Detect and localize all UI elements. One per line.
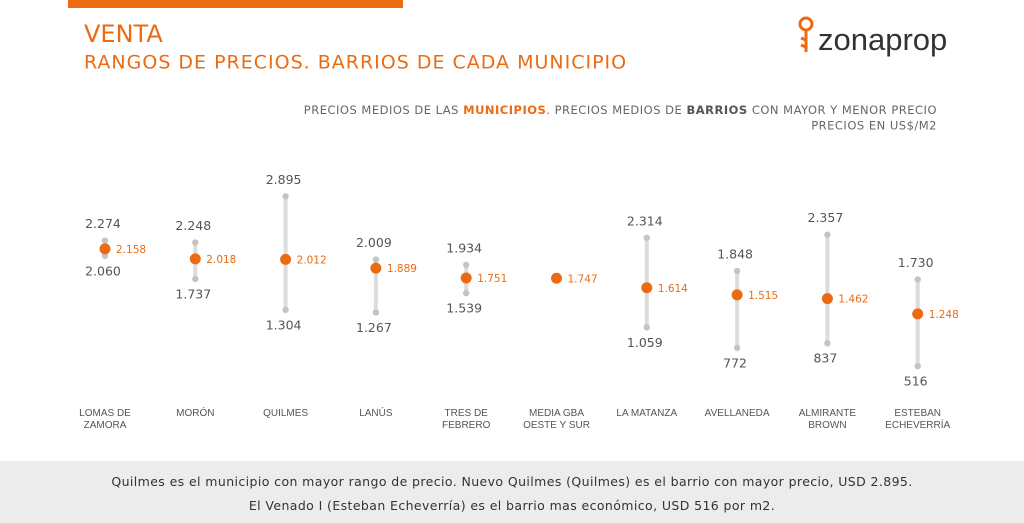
value-label: 2.895 — [266, 172, 302, 187]
mean-dot — [189, 253, 201, 265]
value-label: 1.304 — [266, 317, 302, 332]
subtitle: RANGOS DE PRECIOS. BARRIOS DE CADA MUNIC… — [84, 52, 627, 74]
max-dot — [733, 267, 741, 275]
category-label: LANÚS — [359, 408, 393, 419]
mean-dot — [641, 282, 653, 294]
mean-label: 1.614 — [658, 283, 688, 295]
note-part: CON MAYOR Y MENOR PRECIO — [748, 103, 937, 117]
logo-icon — [798, 16, 814, 52]
chart-note: PRECIOS MEDIOS DE LAS MUNICIPIOS. PRECIO… — [304, 103, 937, 117]
mean-dot — [731, 289, 743, 301]
mean-label: 1.751 — [477, 273, 507, 285]
note-part: MUNICIPIOS — [463, 103, 546, 117]
mean-label: 1.462 — [838, 294, 868, 306]
mean-dot — [99, 243, 111, 255]
value-label: 837 — [813, 351, 837, 366]
chart: VENTA RANGOS DE PRECIOS. BARRIOS DE CADA… — [68, 0, 959, 389]
max-dot — [192, 239, 199, 246]
mean-label: 1.515 — [748, 290, 778, 302]
mean-dot — [821, 293, 833, 305]
value-label: 2.248 — [175, 218, 211, 233]
mean-label: 1.248 — [929, 309, 959, 321]
category-label: LOMAS DE ZAMORA — [79, 408, 131, 431]
note-part: . PRECIOS MEDIOS DE — [546, 103, 686, 117]
value-label: 2.274 — [85, 216, 121, 231]
category-label: MORÓN — [176, 408, 215, 419]
max-dot — [914, 276, 921, 283]
max-dot — [101, 237, 109, 244]
mean-label: 2.158 — [116, 244, 146, 256]
max-dot — [824, 231, 831, 238]
footer-line: El Venado I (Esteban Echeverría) es el b… — [248, 498, 776, 513]
title: VENTA — [84, 20, 163, 48]
category-label: TRES DE FEBRERO — [442, 408, 491, 431]
max-dot — [372, 256, 380, 263]
max-dot — [282, 193, 289, 200]
min-dot — [192, 275, 199, 283]
footer: Quilmes es el municipio con mayor rango … — [0, 461, 1024, 523]
min-dot — [372, 309, 380, 316]
min-dot — [824, 340, 831, 347]
footer-line: Quilmes es el municipio con mayor rango … — [111, 474, 913, 489]
min-dot — [733, 344, 741, 352]
value-label: 2.314 — [627, 213, 663, 228]
value-label: 1.934 — [446, 240, 482, 255]
category-label: LA MATANZA — [616, 408, 678, 419]
min-dot — [282, 306, 289, 314]
value-label: 1.539 — [446, 301, 482, 316]
value-label: 1.267 — [356, 320, 392, 335]
value-label: 2.357 — [808, 210, 844, 225]
min-dot — [101, 252, 109, 260]
category-label: AVELLANEDA — [704, 408, 770, 419]
max-dot — [463, 261, 470, 269]
top-bar — [68, 0, 403, 8]
note-part: BARRIOS — [686, 103, 747, 117]
mean-label: 2.012 — [297, 254, 327, 266]
value-label: 2.060 — [85, 263, 121, 278]
mean-label: 1.747 — [568, 273, 598, 285]
units-note: PRECIOS EN US$/M2 — [811, 119, 937, 133]
mean-dot — [370, 262, 382, 274]
mean-dot — [280, 253, 292, 265]
value-label: 1.730 — [898, 255, 934, 270]
note-part: PRECIOS MEDIOS DE LAS — [304, 103, 463, 117]
min-dot — [643, 324, 650, 331]
category-label: QUILMES — [263, 408, 309, 419]
value-label: 1.737 — [175, 286, 211, 301]
min-dot — [463, 289, 470, 297]
category-label: ESTEBAN ECHEVERRÍA — [885, 408, 951, 431]
category-label: MEDIA GBA OESTE Y SUR — [523, 408, 590, 431]
mean-dot — [912, 308, 924, 320]
mean-label: 2.018 — [206, 254, 236, 266]
value-label: 2.009 — [356, 235, 392, 250]
mean-dot — [460, 272, 472, 284]
mean-label: 1.889 — [387, 263, 417, 275]
category-label: ALMIRANTE BROWN — [798, 408, 856, 431]
logo: zonaprop — [818, 22, 947, 57]
value-label: 516 — [904, 374, 928, 389]
min-dot — [914, 362, 921, 370]
mean-dot — [551, 272, 562, 284]
value-label: 1.059 — [627, 335, 663, 350]
value-label: 1.848 — [717, 247, 753, 262]
max-dot — [643, 234, 650, 241]
value-label: 772 — [723, 355, 747, 370]
